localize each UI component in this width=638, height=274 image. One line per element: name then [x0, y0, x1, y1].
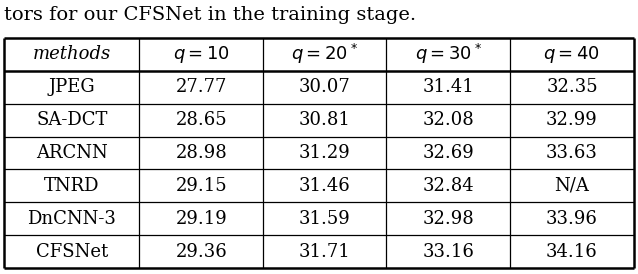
Text: 31.29: 31.29: [299, 144, 350, 162]
Text: SA-DCT: SA-DCT: [36, 111, 107, 129]
Text: 28.98: 28.98: [175, 144, 227, 162]
Text: methods: methods: [33, 45, 111, 63]
Text: 33.96: 33.96: [546, 210, 598, 228]
Text: 34.16: 34.16: [546, 242, 598, 261]
Text: 32.98: 32.98: [422, 210, 474, 228]
Text: 32.99: 32.99: [546, 111, 598, 129]
Text: CFSNet: CFSNet: [36, 242, 108, 261]
Text: JPEG: JPEG: [48, 78, 95, 96]
Text: DnCNN-3: DnCNN-3: [27, 210, 116, 228]
Text: 31.46: 31.46: [299, 177, 350, 195]
Text: 31.59: 31.59: [299, 210, 350, 228]
Text: 32.08: 32.08: [422, 111, 474, 129]
Text: tors for our CFSNet in the training stage.: tors for our CFSNet in the training stag…: [4, 6, 416, 24]
Text: 32.84: 32.84: [422, 177, 474, 195]
Text: $q = 20^*$: $q = 20^*$: [291, 42, 358, 67]
Text: 29.15: 29.15: [175, 177, 227, 195]
Text: ARCNN: ARCNN: [36, 144, 108, 162]
Text: N/A: N/A: [554, 177, 590, 195]
Text: TNRD: TNRD: [44, 177, 100, 195]
Text: 33.63: 33.63: [546, 144, 598, 162]
Text: 30.81: 30.81: [299, 111, 351, 129]
Text: 29.36: 29.36: [175, 242, 227, 261]
Text: 32.35: 32.35: [546, 78, 598, 96]
Text: 33.16: 33.16: [422, 242, 474, 261]
Text: $q = 40$: $q = 40$: [544, 44, 600, 65]
Text: 31.41: 31.41: [422, 78, 474, 96]
Text: 32.69: 32.69: [422, 144, 474, 162]
Text: 28.65: 28.65: [175, 111, 227, 129]
Text: 31.71: 31.71: [299, 242, 350, 261]
Text: 30.07: 30.07: [299, 78, 350, 96]
Text: $q = 10$: $q = 10$: [173, 44, 230, 65]
Text: 27.77: 27.77: [175, 78, 227, 96]
Text: $q = 30^*$: $q = 30^*$: [415, 42, 482, 67]
Text: 29.19: 29.19: [175, 210, 227, 228]
